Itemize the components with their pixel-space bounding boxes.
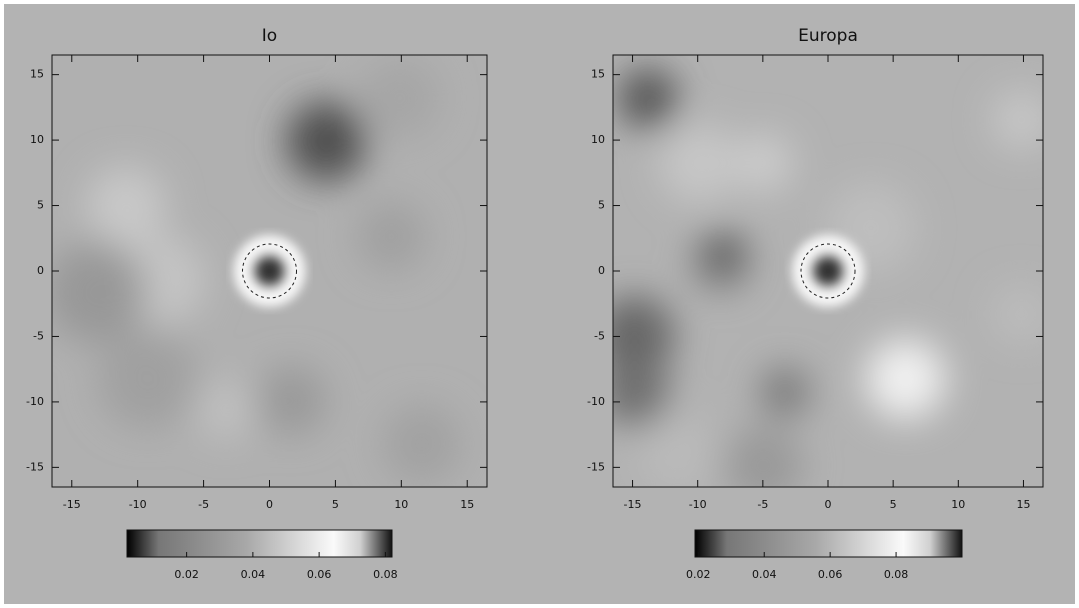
y-tick-label: 10 [591,133,605,146]
source-center [262,263,278,279]
y-tick-label: 15 [30,68,44,81]
x-tick-label: -5 [198,498,209,511]
y-tick-label: 5 [598,199,605,212]
figure: Io -15 -10 -5 0 5 10 15 -15 -10 -5 0 5 10 15 0.02 0.04 0.… [0,0,1079,608]
image-blob [360,58,440,138]
y-tick-label: 5 [37,199,44,212]
y-tick-label: 10 [30,133,44,146]
colorbar-tick-label: 0.04 [241,568,266,581]
image-blob [382,404,462,484]
colorbar-tick-label: 0.08 [884,568,909,581]
x-tick-label: 0 [266,498,273,511]
x-tick-label: 5 [890,498,897,511]
y-tick-label: -15 [587,460,605,473]
image-blob [734,133,794,193]
panel-title: Io [262,26,277,46]
image-blob [286,101,366,181]
colorbar-tick-label: 0.06 [818,568,843,581]
colorbar-tick-label: 0.06 [307,568,332,581]
colorbar-tick-label: 0.02 [174,568,199,581]
y-tick-label: -10 [587,395,605,408]
y-tick-label: -5 [33,329,44,342]
image-field [595,55,1052,505]
x-tick-label: 0 [825,498,832,511]
image-blob [638,412,718,492]
image-blob [865,339,945,419]
y-tick-label: -15 [26,460,44,473]
y-tick-label: -5 [594,329,605,342]
center-source [792,235,864,307]
x-tick-label: -15 [624,498,642,511]
image-blob [617,68,677,128]
center-source [234,235,306,307]
x-tick-label: -10 [689,498,707,511]
colorbar-tick-label: 0.08 [373,568,398,581]
y-tick-label: 0 [37,264,44,277]
y-tick-label: 0 [598,264,605,277]
x-tick-label: 5 [332,498,339,511]
x-tick-label: 10 [394,498,408,511]
x-tick-label: 10 [951,498,965,511]
x-tick-label: -10 [129,498,147,511]
colorbar [695,530,962,557]
colorbar-tick-label: 0.02 [686,568,711,581]
image-blob [760,367,810,417]
image-blob [356,201,426,271]
image-blob [46,243,146,343]
source-center [820,263,836,279]
x-tick-label: 15 [460,498,474,511]
y-tick-label: 15 [591,68,605,81]
image-blob [659,123,739,203]
image-blob [256,366,326,436]
y-tick-label: -10 [26,395,44,408]
image-field [46,55,488,487]
x-tick-label: -5 [757,498,768,511]
colorbar-tick-label: 0.04 [752,568,777,581]
panel-title: Europa [798,26,858,46]
image-blob [98,329,198,429]
x-tick-label: 15 [1016,498,1030,511]
image-blob [196,379,256,439]
image-blob [86,166,166,246]
x-tick-label: -15 [63,498,81,511]
image-blob [705,234,745,274]
colorbar [127,530,392,557]
